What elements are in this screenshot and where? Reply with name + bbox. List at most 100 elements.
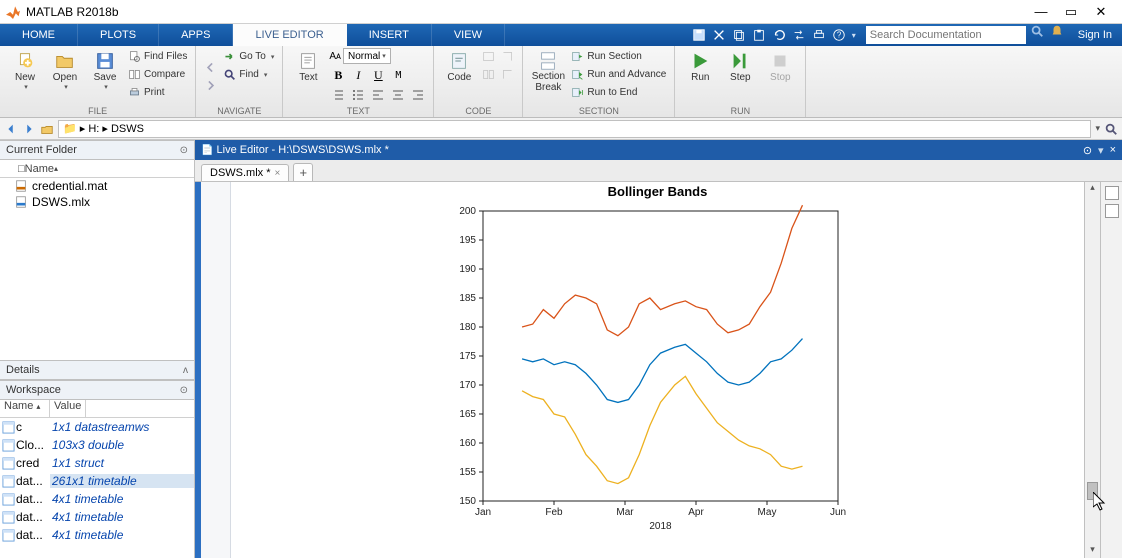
bold-button[interactable]: B <box>329 66 347 84</box>
align-center-button[interactable] <box>389 86 407 104</box>
svg-text:Mar: Mar <box>616 507 634 518</box>
scroll-thumb[interactable] <box>1087 482 1098 500</box>
workspace-row[interactable]: dat...4x1 timetable <box>0 508 194 526</box>
tab-apps[interactable]: APPS <box>159 24 233 46</box>
step-button[interactable]: Step <box>721 48 759 105</box>
path-search-icon[interactable] <box>1104 122 1118 136</box>
search-input[interactable] <box>866 26 1026 44</box>
run-advance-button[interactable]: Run and Advance <box>569 66 668 83</box>
file-item[interactable]: credential.mat <box>0 178 194 194</box>
save-quick-icon[interactable] <box>692 28 706 42</box>
output-right-button[interactable] <box>1105 204 1119 218</box>
ws-col-value[interactable]: Value <box>50 400 86 417</box>
workspace-row[interactable]: dat...261x1 timetable <box>0 472 194 490</box>
svg-text:Jan: Jan <box>474 507 490 518</box>
workspace-row[interactable]: cred1x1 struct <box>0 454 194 472</box>
run-to-end-button[interactable]: Run to End <box>569 84 668 101</box>
run-button[interactable]: Run <box>681 48 719 105</box>
compare-button[interactable]: Compare <box>126 66 189 83</box>
tab-home[interactable]: HOME <box>0 24 78 46</box>
output-view-buttons <box>1100 182 1122 558</box>
editor-close-icon[interactable]: × <box>1110 144 1116 157</box>
nav-fwd[interactable] <box>202 77 219 94</box>
mono-button[interactable]: M <box>389 66 407 84</box>
stop-button[interactable]: Stop <box>761 48 799 105</box>
bollinger-chart: 150155160165170175180185190195200JanFebM… <box>448 201 848 551</box>
nav-fwd-icon[interactable] <box>22 122 36 136</box>
signin-link[interactable]: Sign In <box>1068 24 1122 46</box>
underline-button[interactable]: U <box>369 66 387 84</box>
svg-text:Feb: Feb <box>545 507 563 518</box>
vscrollbar[interactable]: ▴ ▾ <box>1084 182 1100 558</box>
list-bul-button[interactable] <box>349 86 367 104</box>
text-group-caption: TEXT <box>289 105 427 117</box>
switch-icon[interactable] <box>792 28 806 42</box>
svg-text:150: 150 <box>459 496 476 507</box>
workspace-header[interactable]: Workspace⊙ <box>0 380 194 400</box>
tab-view[interactable]: VIEW <box>432 24 505 46</box>
qat-dropdown[interactable]: ▾ <box>852 31 856 40</box>
section-group-caption: SECTION <box>529 105 668 117</box>
undo-icon[interactable] <box>772 28 786 42</box>
maximize-button[interactable]: ▭ <box>1056 4 1086 20</box>
find-button[interactable]: Find▾ <box>221 66 276 83</box>
minimize-button[interactable]: — <box>1026 4 1056 19</box>
italic-button[interactable]: I <box>349 66 367 84</box>
bell-icon[interactable] <box>1050 24 1064 38</box>
file-name-col[interactable]: □ Name ▴ <box>0 160 194 178</box>
paste-icon[interactable] <box>752 28 766 42</box>
section-break-button[interactable]: Section Break <box>529 48 567 105</box>
print-quick-icon[interactable] <box>812 28 826 42</box>
chart-title: Bollinger Bands <box>448 184 868 199</box>
print-button[interactable]: Print <box>126 84 189 101</box>
svg-text:185: 185 <box>459 293 476 304</box>
workspace-row[interactable]: Clo...103x3 double <box>0 436 194 454</box>
gutter <box>201 182 231 558</box>
code-opt1[interactable] <box>480 48 497 65</box>
align-left-button[interactable] <box>369 86 387 104</box>
file-item[interactable]: DSWS.mlx <box>0 194 194 210</box>
run-section-button[interactable]: Run Section <box>569 48 668 65</box>
open-button[interactable]: Open▾ <box>46 48 84 105</box>
copy-icon[interactable] <box>732 28 746 42</box>
path-bar: 📁 ▸ H: ▸ DSWS ▾ <box>0 118 1122 140</box>
editor-tab[interactable]: DSWS.mlx *× <box>201 164 289 181</box>
editor-dock-icon[interactable]: ⊙ <box>1083 144 1092 157</box>
main-area: Current Folder⊙ □ Name ▴ credential.matD… <box>0 140 1122 558</box>
list-num-button[interactable] <box>329 86 347 104</box>
details-header[interactable]: Detailsʌ <box>0 360 194 380</box>
ws-col-name[interactable]: Name ▴ <box>0 400 50 417</box>
svg-text:200: 200 <box>459 206 476 217</box>
style-select[interactable]: Normal▾ <box>343 48 391 64</box>
main-tabstrip: HOMEPLOTSAPPSLIVE EDITORINSERTVIEW ? ▾ S… <box>0 24 1122 46</box>
tab-live-editor[interactable]: LIVE EDITOR <box>233 24 346 46</box>
code-opt3[interactable] <box>499 48 516 65</box>
align-right-button[interactable] <box>409 86 427 104</box>
save-button[interactable]: Save▾ <box>86 48 124 105</box>
add-tab-button[interactable]: + <box>293 163 313 181</box>
folder-up-icon[interactable] <box>40 122 54 136</box>
path-dropdown[interactable]: ▾ <box>1095 123 1100 134</box>
help-icon[interactable]: ? <box>832 28 846 42</box>
path-crumb[interactable]: 📁 ▸ H: ▸ DSWS <box>58 120 1091 138</box>
findfiles-button[interactable]: Find Files <box>126 48 189 65</box>
tab-close-icon[interactable]: × <box>275 168 281 179</box>
output-inline-button[interactable] <box>1105 186 1119 200</box>
code-button[interactable]: Code <box>440 48 478 105</box>
text-button[interactable]: Text <box>289 48 327 105</box>
new-button[interactable]: New▾ <box>6 48 44 105</box>
workspace-row[interactable]: dat...4x1 timetable <box>0 526 194 544</box>
close-button[interactable]: ✕ <box>1086 4 1116 20</box>
code-opt4[interactable] <box>499 66 516 83</box>
goto-button[interactable]: Go To▾ <box>221 48 276 65</box>
current-folder-header[interactable]: Current Folder⊙ <box>0 140 194 160</box>
workspace-row[interactable]: dat...4x1 timetable <box>0 490 194 508</box>
nav-back[interactable] <box>202 59 219 76</box>
tab-insert[interactable]: INSERT <box>347 24 432 46</box>
cut-icon[interactable] <box>712 28 726 42</box>
search-go-icon[interactable] <box>1030 24 1044 38</box>
code-opt2[interactable] <box>480 66 497 83</box>
workspace-row[interactable]: c1x1 datastreamws <box>0 418 194 436</box>
tab-plots[interactable]: PLOTS <box>78 24 159 46</box>
nav-back-icon[interactable] <box>4 122 18 136</box>
